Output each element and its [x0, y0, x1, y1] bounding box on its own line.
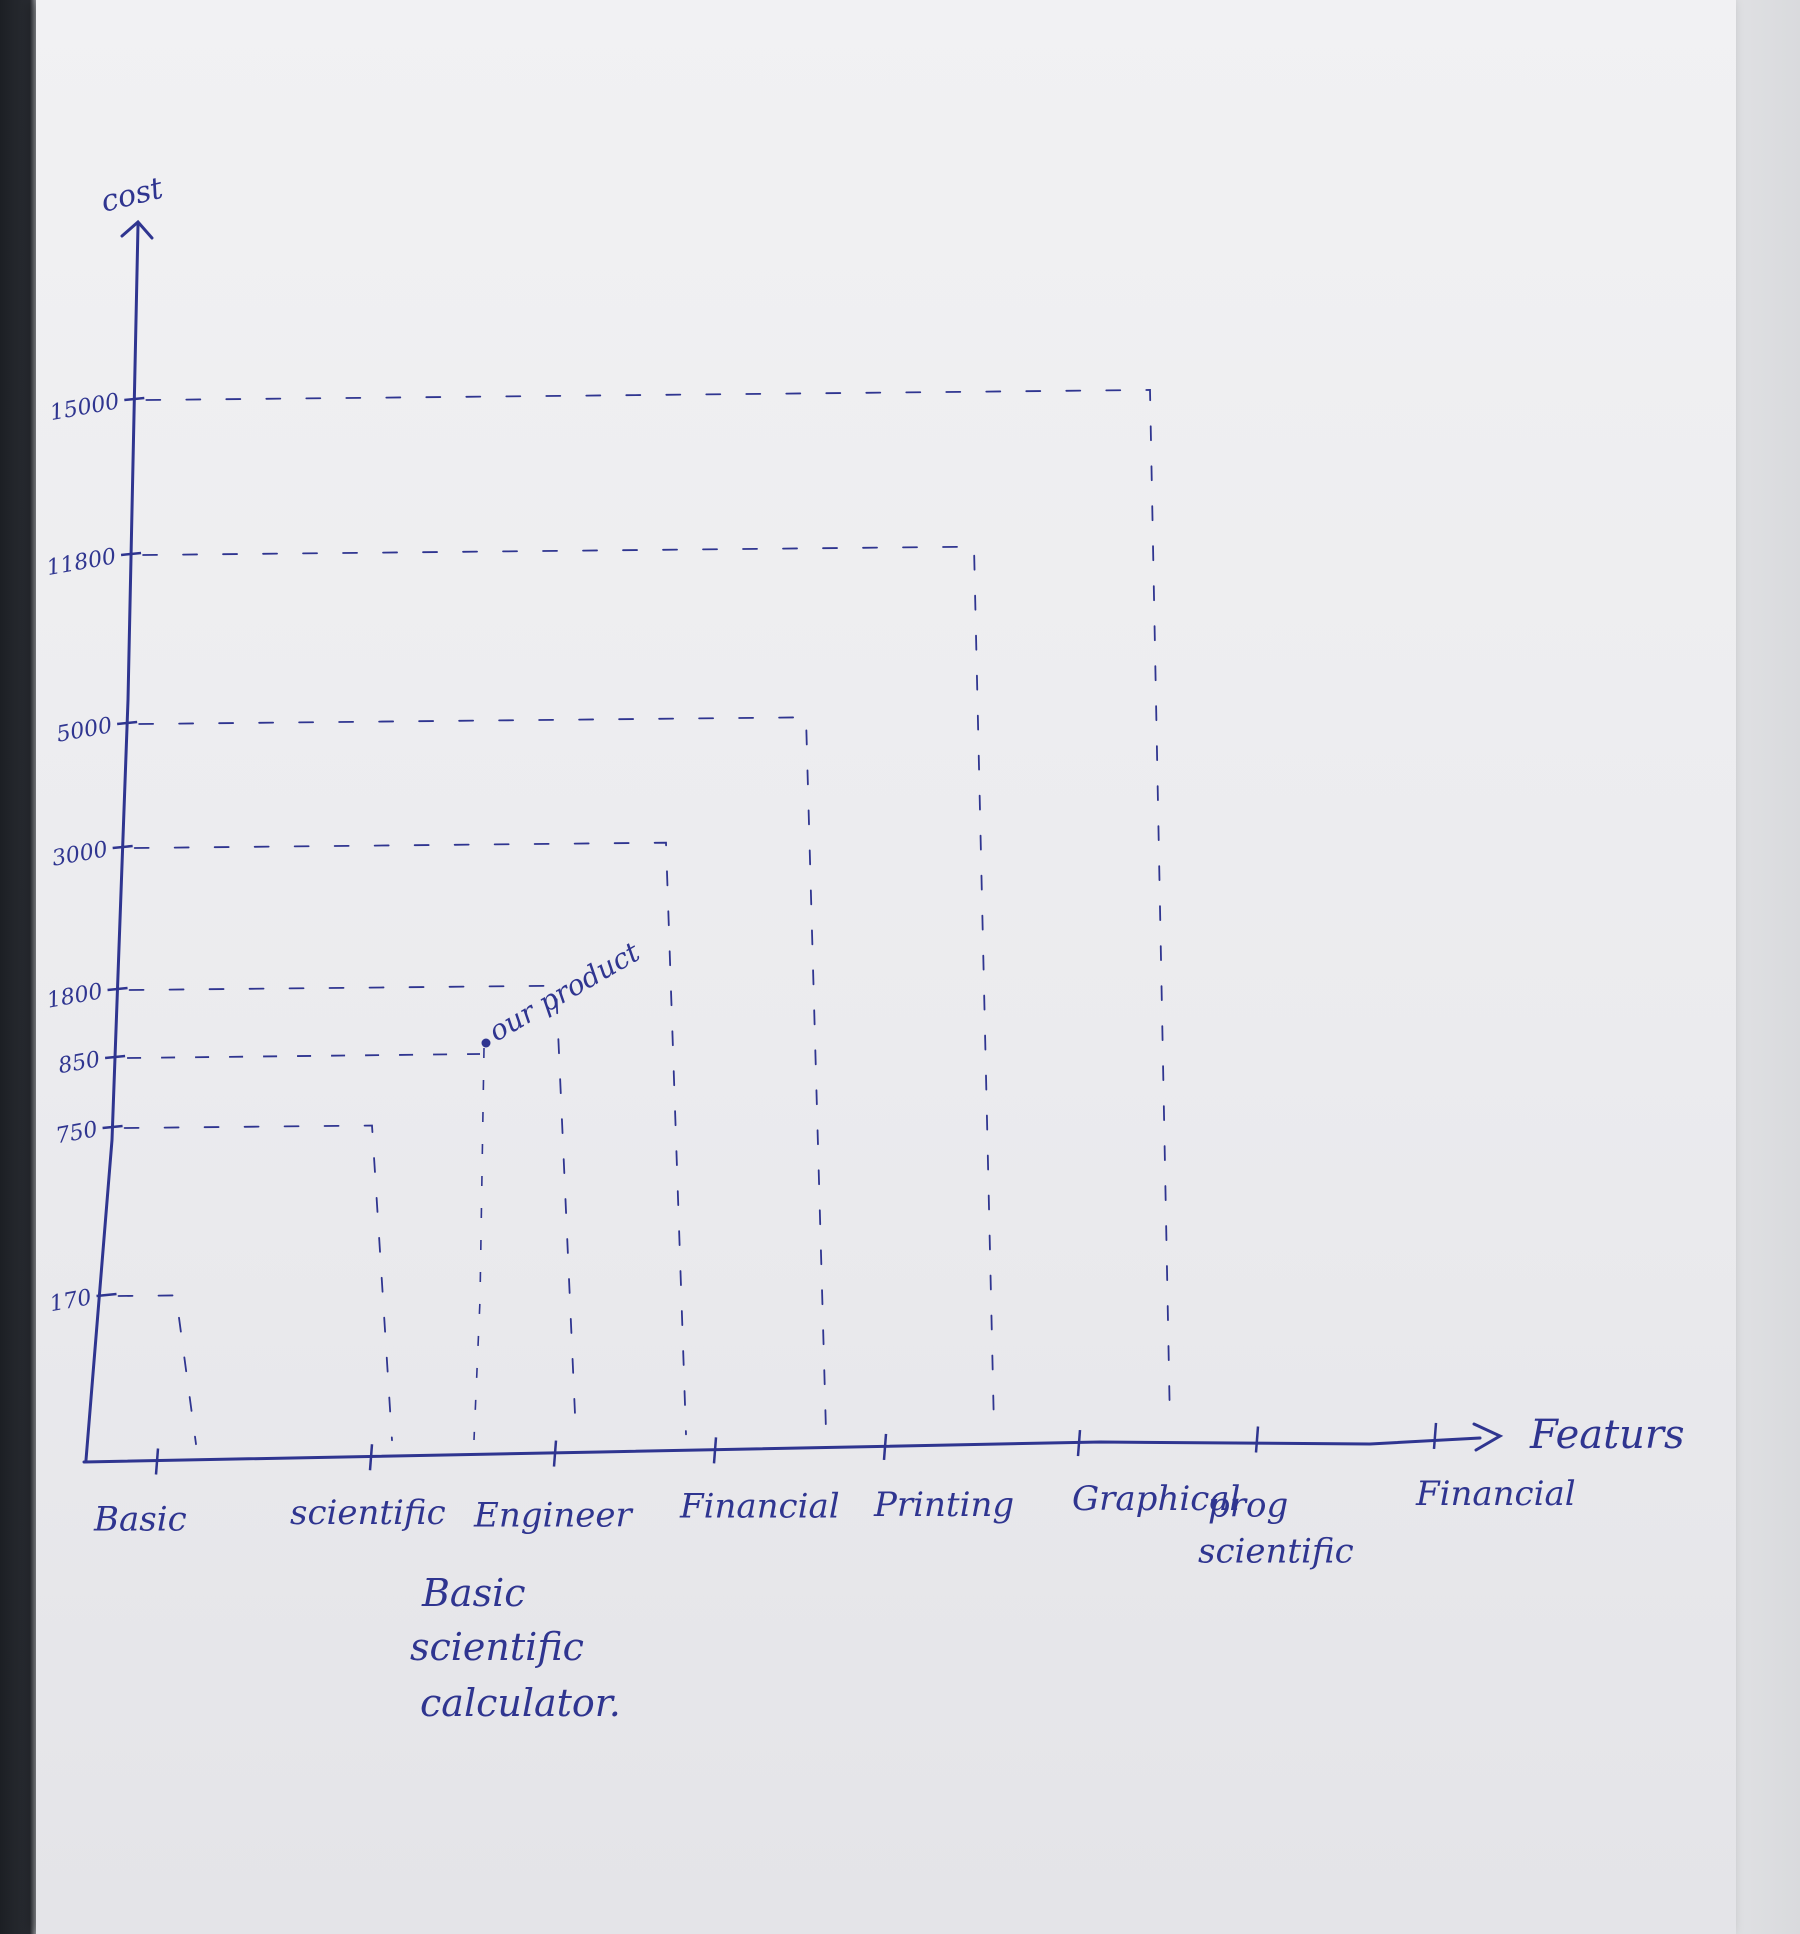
- y-tick: [112, 844, 133, 850]
- x-tick: [712, 1437, 718, 1464]
- guide-line: [145, 389, 1171, 1426]
- paper-sheet: [36, 0, 1736, 1934]
- x-category-label: scientific: [290, 1493, 446, 1533]
- our-product-point: [481, 1038, 491, 1048]
- our-product-label: our product: [483, 935, 646, 1048]
- dashed-guide-lines: [117, 389, 1171, 1446]
- our-product-note: Basic scientific calculator.: [410, 1571, 621, 1725]
- y-tick: [96, 1292, 117, 1298]
- axes: cost Featurs: [82, 170, 1685, 1464]
- y-axis: [84, 223, 140, 1462]
- y-axis-label: cost: [97, 170, 167, 219]
- y-axis-arrowhead: [120, 219, 154, 240]
- y-tick-label: 750: [54, 1117, 100, 1149]
- y-tick-label: 3000: [50, 837, 109, 871]
- x-axis-label: Featurs: [1529, 1412, 1685, 1458]
- x-tick: [368, 1444, 374, 1471]
- x-tick: [1432, 1422, 1438, 1450]
- x-tick-group: Basic scientific Engineer Financial Printing…: [93, 1422, 1576, 1572]
- guide-line: [117, 1294, 197, 1446]
- y-tick-label: 850: [56, 1047, 102, 1079]
- our-product-guide: [127, 1053, 481, 1059]
- our-product-stem: [473, 1047, 485, 1441]
- guide-line: [128, 984, 577, 1438]
- y-tick: [120, 551, 142, 557]
- y-tick-label: 15000: [48, 389, 121, 426]
- x-category-label: Printing: [873, 1485, 1014, 1525]
- x-axis-arrowhead: [1472, 1422, 1504, 1452]
- y-tick: [102, 1124, 123, 1130]
- x-tick: [1076, 1429, 1082, 1457]
- y-tick-label: 170: [48, 1285, 94, 1317]
- y-tick-group: 170 750 850 1800 3000 5000 11800 15000: [45, 389, 145, 1317]
- y-tick-label: 11800: [45, 544, 118, 581]
- x-tick: [882, 1433, 888, 1461]
- our-product-note-line-2: scientific: [410, 1625, 584, 1669]
- our-product-annotation: our product: [473, 935, 646, 1441]
- y-tick: [107, 986, 128, 992]
- x-category-label: Engineer: [473, 1496, 633, 1536]
- guide-line: [123, 1124, 393, 1442]
- x-category-label: Graphical: [1072, 1479, 1240, 1519]
- x-axis: [82, 1436, 1482, 1464]
- x-tick: [552, 1440, 558, 1467]
- guide-line: [133, 841, 687, 1436]
- guide-line: [138, 716, 827, 1433]
- x-category-label: Basic: [93, 1500, 187, 1540]
- our-product-note-line-1: Basic: [421, 1571, 526, 1615]
- y-tick: [124, 396, 145, 402]
- y-tick-label: 1800: [45, 979, 104, 1013]
- our-product-note-line-3: calculator.: [420, 1681, 621, 1725]
- x-tick: [154, 1448, 160, 1475]
- x-category-label: prog scientific: [1198, 1486, 1354, 1572]
- x-tick: [1254, 1426, 1260, 1453]
- y-tick: [104, 1054, 126, 1060]
- y-tick-label: 5000: [55, 713, 114, 747]
- y-tick: [117, 720, 138, 726]
- x-category-label: Financial: [1415, 1474, 1576, 1514]
- x-category-label: Financial: [679, 1486, 840, 1526]
